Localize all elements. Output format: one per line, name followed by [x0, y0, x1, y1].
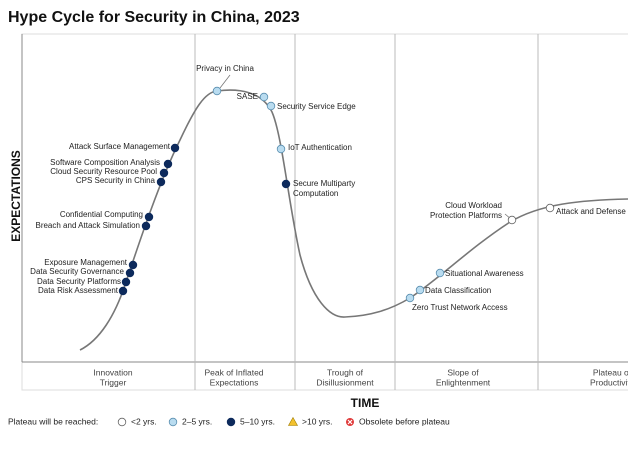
technology-label: Zero Trust Network Access — [412, 303, 508, 312]
technology-label: Privacy in China — [196, 64, 254, 73]
technology-label: Secure Multiparty — [293, 179, 355, 188]
phase-label: Productivity — [590, 377, 628, 387]
technology-point — [266, 101, 276, 111]
technology-label: Data Classification — [425, 286, 491, 295]
technology-point — [163, 159, 173, 169]
technology-label: Protection Platforms — [430, 211, 502, 220]
legend: Plateau will be reached: <2 yrs. 2–5 yrs. 5… — [8, 416, 450, 426]
technology-point — [212, 86, 222, 96]
technology-label: Data Security Governance — [30, 267, 124, 276]
technology-point — [159, 168, 169, 178]
legend-symbol — [347, 419, 353, 425]
title: Hype Cycle for Security in China, 2023 — [8, 9, 300, 26]
technology-point — [259, 92, 269, 102]
legend-symbol — [168, 417, 178, 427]
legend-label: >10 yrs. — [302, 416, 332, 426]
phase-label: Trigger — [100, 377, 127, 387]
technology-label: Software Composition Analysis — [50, 158, 160, 167]
x-axis-label: TIME — [351, 396, 380, 410]
technology-point — [118, 286, 128, 296]
legend-label: 2–5 yrs. — [182, 416, 212, 426]
technology-label: Data Risk Assessment — [38, 286, 119, 295]
technology-point — [144, 212, 154, 222]
y-axis-label: EXPECTATIONS — [9, 150, 23, 242]
technology-label: Situational Awareness — [445, 269, 524, 278]
technology-point — [281, 179, 291, 189]
technology-point — [121, 277, 131, 287]
phase-dividers — [194, 34, 539, 390]
leader-line — [219, 74, 231, 89]
legend-symbol — [287, 416, 299, 426]
technology-point — [141, 221, 151, 231]
technology-point — [435, 268, 445, 278]
technology-point — [156, 177, 166, 187]
technology-label: Cloud Workload — [445, 201, 502, 210]
phase-label: Peak of Inflated — [204, 367, 263, 377]
nodes: Privacy in China SASE Security Service Edg… — [30, 64, 628, 312]
phase-label: Enlightenment — [436, 377, 491, 387]
legend-symbol — [117, 417, 127, 427]
legend-label: <2 yrs. — [131, 416, 157, 426]
technology-label: Attack Surface Management — [69, 142, 171, 151]
technology-point — [545, 203, 555, 213]
legend-label: Obsolete before plateau — [359, 416, 450, 426]
phase-label: Trough of — [327, 367, 364, 377]
phase-label: Expectations — [210, 377, 259, 387]
technology-label: Breach and Attack Simulation — [35, 221, 140, 230]
technology-point — [170, 143, 180, 153]
technology-label: Computation — [293, 189, 338, 198]
technology-label: Attack and Defense T — [556, 207, 628, 216]
legend-symbol — [226, 417, 236, 427]
phase-label: Innovation — [93, 367, 132, 377]
technology-label: SASE — [237, 92, 258, 101]
technology-point — [276, 144, 286, 154]
hype-curve — [79, 89, 628, 351]
technology-label: CPS Security in China — [76, 176, 156, 185]
phase-label: Disillusionment — [316, 377, 374, 387]
technology-label: Confidential Computing — [60, 210, 143, 219]
technology-point — [405, 293, 415, 303]
technology-label: IoT Authentication — [288, 143, 352, 152]
legend-label: 5–10 yrs. — [240, 416, 275, 426]
phase-label: Plateau of — [593, 367, 628, 377]
phase-label: Slope of — [447, 367, 479, 377]
technology-label: Exposure Management — [44, 258, 127, 267]
legend-prefix: Plateau will be reached: — [8, 416, 98, 426]
technology-point — [415, 285, 425, 295]
technology-label: Security Service Edge — [277, 102, 356, 111]
technology-point — [128, 260, 138, 270]
technology-point — [125, 268, 135, 278]
technology-label: Data Security Platforms — [37, 277, 121, 286]
technology-point — [507, 215, 517, 225]
technology-label: Cloud Security Resource Pool — [50, 167, 157, 176]
